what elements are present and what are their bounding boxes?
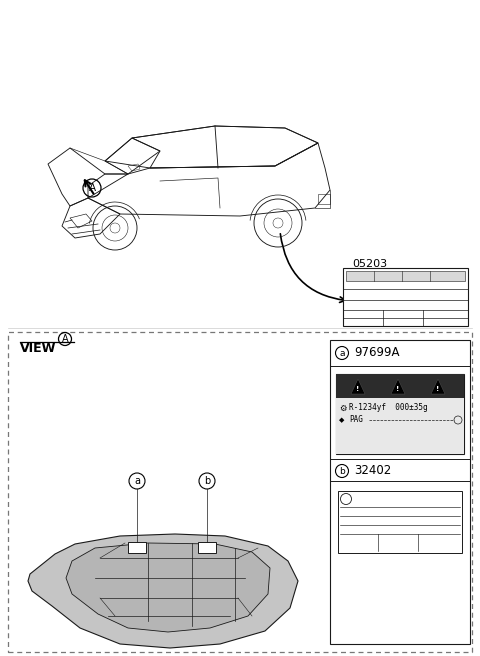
Text: ◆: ◆ [339,417,344,423]
Bar [336,374,464,454]
Text: b: b [339,466,345,476]
Text: A: A [88,183,96,193]
Bar [338,491,462,553]
Text: !: ! [356,386,360,392]
Bar [343,268,468,326]
Polygon shape [66,543,270,632]
Polygon shape [28,534,298,648]
Bar [336,398,464,454]
Polygon shape [431,379,445,394]
Text: a: a [339,348,345,358]
Bar [330,340,470,644]
Text: R-1234yf  000±35g: R-1234yf 000±35g [349,403,428,413]
Bar [336,374,464,398]
Text: VIEW: VIEW [20,342,56,355]
Bar [346,271,465,281]
Bar [8,332,472,652]
Polygon shape [391,379,405,394]
Text: !: ! [396,386,400,392]
Text: 32402: 32402 [354,464,391,478]
Text: b: b [204,476,210,486]
Bar [128,542,146,553]
Text: 05203: 05203 [352,259,387,269]
Text: PAG: PAG [349,415,363,424]
Bar [318,194,330,204]
Text: A: A [62,334,68,344]
Polygon shape [351,379,365,394]
Text: 97699A: 97699A [354,346,399,359]
Text: a: a [134,476,140,486]
Text: ⚙: ⚙ [339,403,347,413]
Text: !: ! [436,386,440,392]
Bar [198,542,216,553]
